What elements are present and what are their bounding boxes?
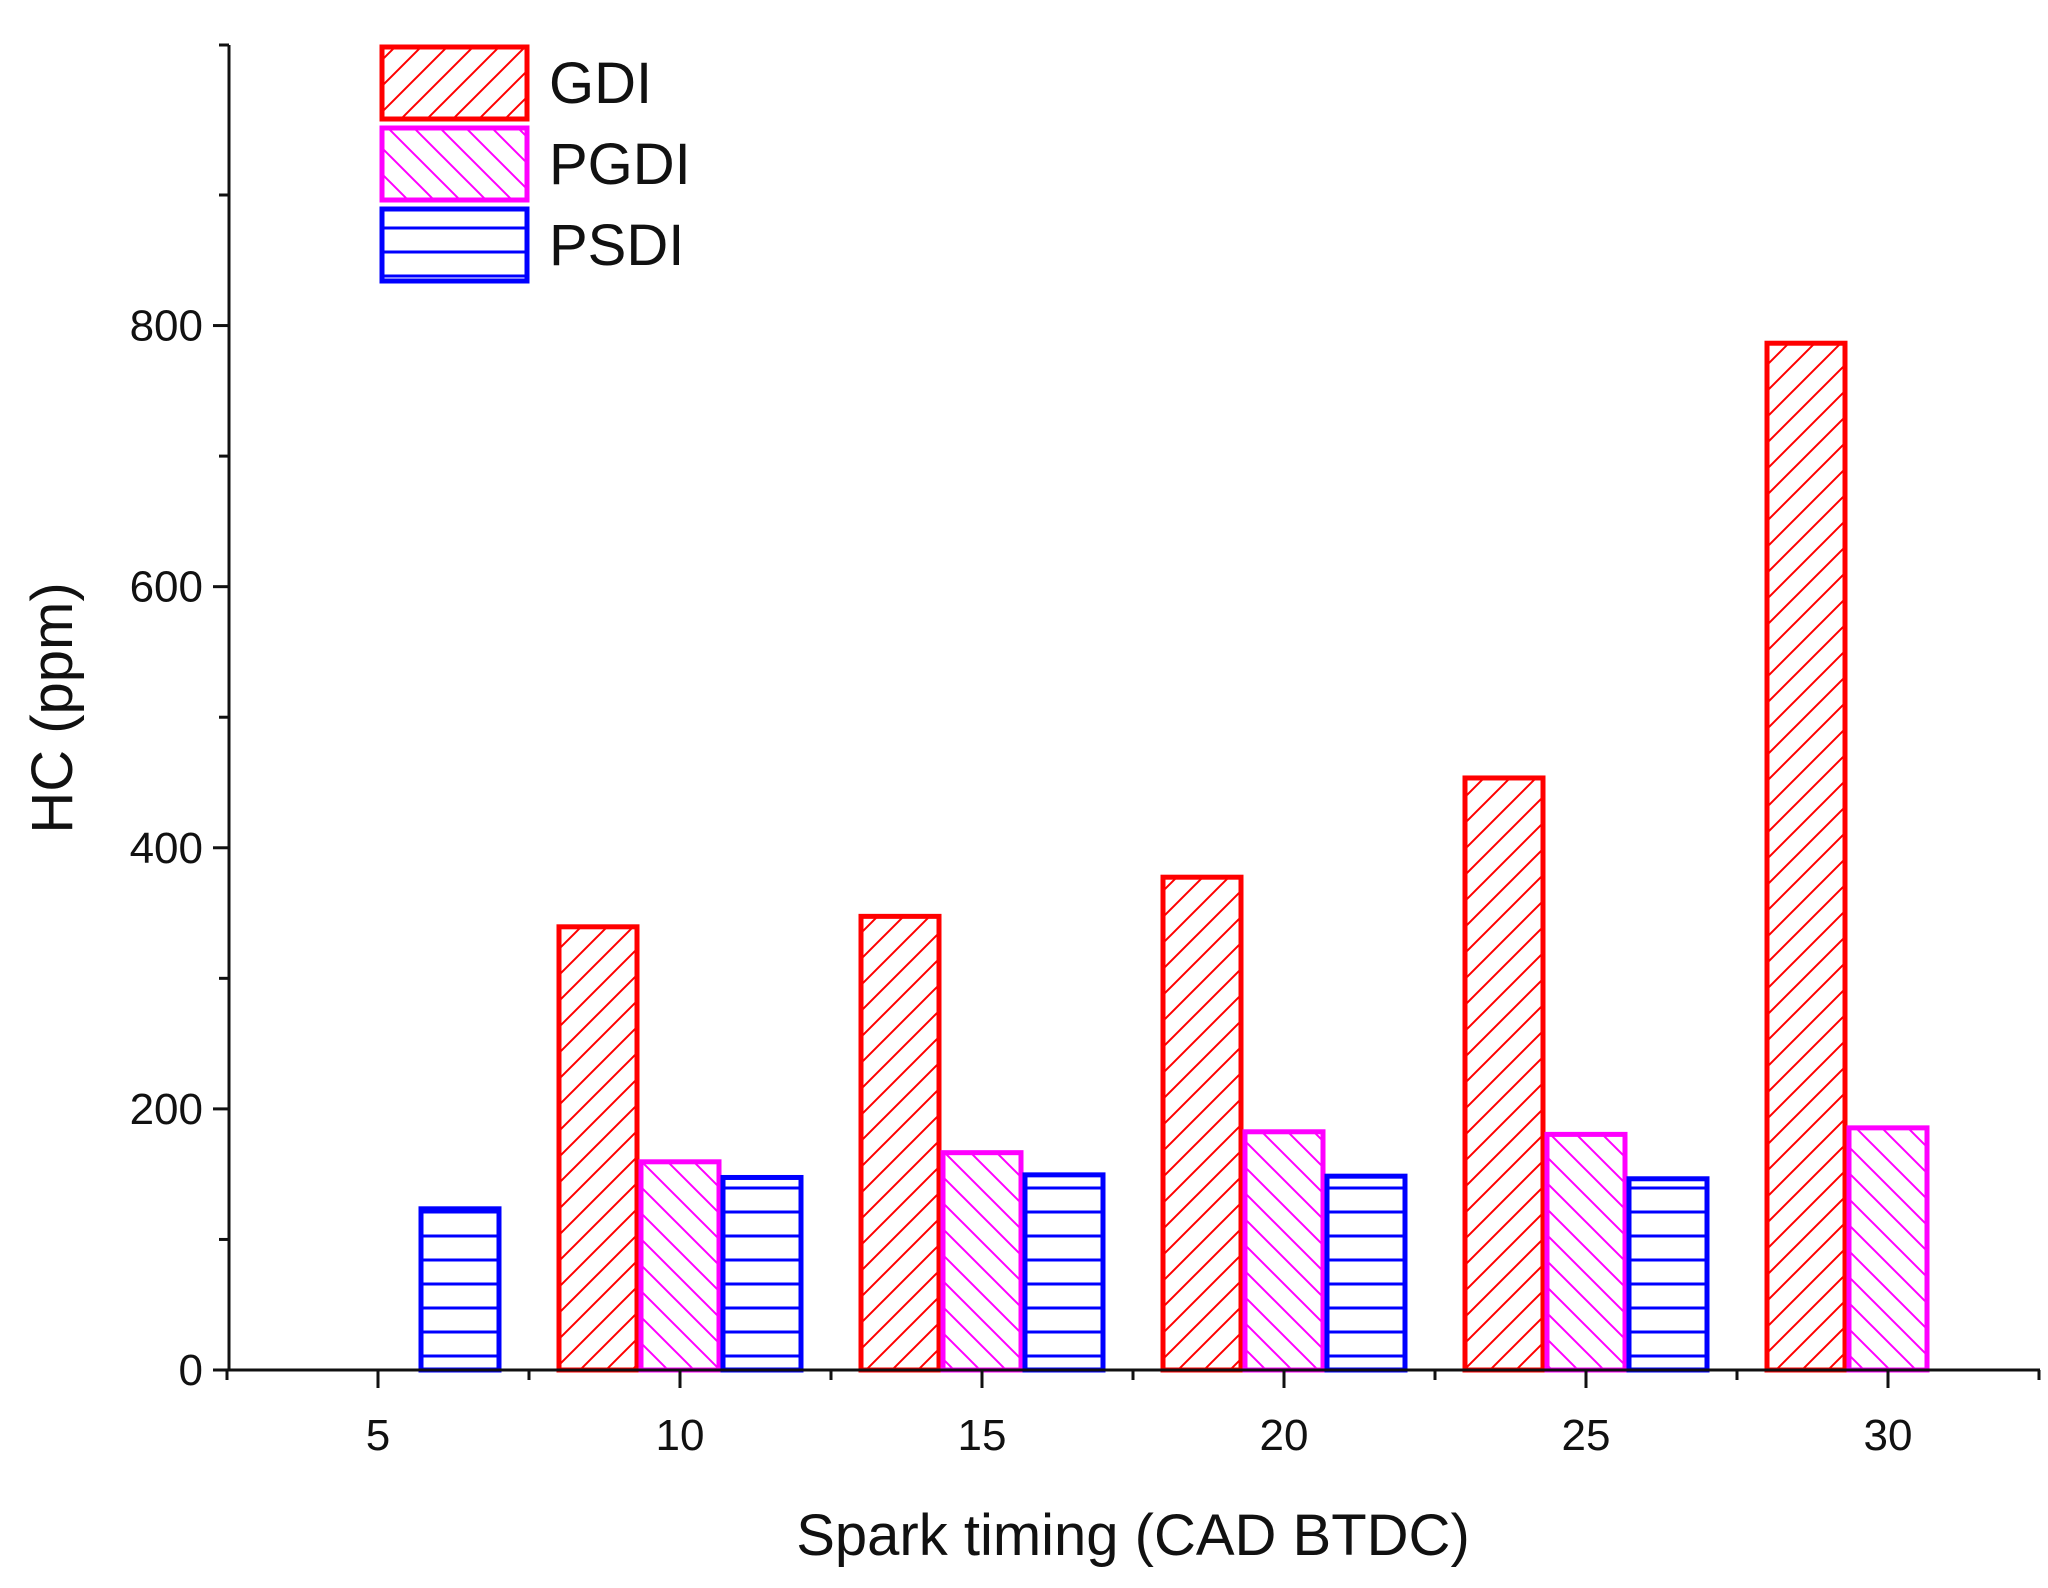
legend-swatch-pgdi (379, 125, 530, 203)
bar-psdi-5 (418, 1206, 502, 1373)
bar-gdi-20 (1160, 874, 1244, 1373)
y-tick-label: 0 (179, 1346, 203, 1395)
bar-psdi-25 (1626, 1176, 1710, 1373)
bar-pgdi-25 (1544, 1131, 1628, 1373)
bar-gdi-25 (1462, 775, 1546, 1373)
y-tick-label: 800 (130, 302, 203, 351)
legend-label-gdi: GDI (549, 51, 652, 116)
x-tick-label: 15 (958, 1411, 1007, 1460)
x-tick-label: 30 (1864, 1411, 1913, 1460)
bar-pgdi-20 (1242, 1129, 1326, 1373)
bar-pgdi-10 (638, 1159, 722, 1373)
legend-label-pgdi: PGDI (549, 132, 691, 197)
x-tick-label: 10 (656, 1411, 705, 1460)
bar-psdi-20 (1324, 1173, 1408, 1373)
x-ticks: 5 10 15 20 25 30 (225, 1370, 2041, 1460)
y-tick-label: 200 (130, 1085, 203, 1134)
legend-swatch-psdi (379, 206, 530, 284)
y-tick-label: 600 (130, 563, 203, 612)
x-tick-label: 5 (366, 1411, 390, 1460)
legend: GDI PGDI PSDI (379, 44, 691, 284)
bars-layer (418, 340, 1930, 1373)
y-axis-title: HC (ppm) (20, 582, 85, 833)
legend-label-psdi: PSDI (549, 213, 684, 278)
bar-psdi-15 (1022, 1172, 1106, 1373)
x-axis-title: Spark timing (CAD BTDC) (796, 1503, 1470, 1568)
y-tick-label: 400 (130, 824, 203, 873)
bar-pgdi-30 (1846, 1125, 1930, 1373)
x-tick-label: 25 (1562, 1411, 1611, 1460)
legend-swatch-gdi (379, 44, 530, 122)
x-tick-label: 20 (1260, 1411, 1309, 1460)
bar-gdi-15 (858, 913, 942, 1373)
bar-gdi-10 (556, 924, 640, 1373)
bar-gdi-30 (1764, 340, 1848, 1373)
y-ticks: 0 200 400 600 800 (130, 43, 229, 1395)
bar-pgdi-15 (940, 1150, 1024, 1373)
bar-psdi-10 (720, 1174, 804, 1373)
